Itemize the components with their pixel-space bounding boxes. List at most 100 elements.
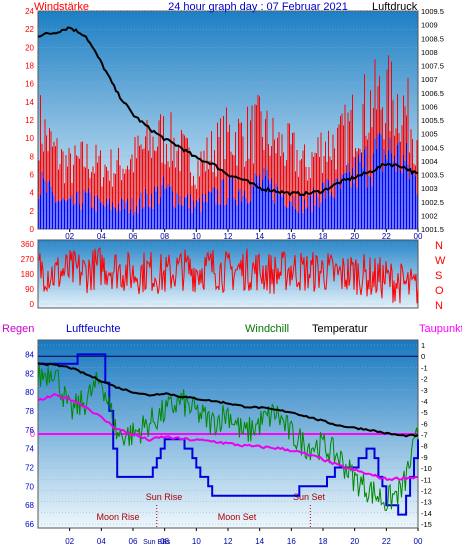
wind-tick-label: 10 — [25, 134, 34, 143]
temp-tick-label: -3 — [421, 386, 428, 395]
humidity-tick-label: 72 — [25, 463, 34, 472]
humidity-tick-label: 80 — [25, 388, 34, 397]
x-tick-label: 18 — [319, 537, 328, 546]
temp-tick-label: -5 — [421, 408, 428, 417]
x-tick-label: 12 — [224, 537, 233, 546]
humidity-tick-label: 68 — [25, 501, 34, 510]
temp-tick-label: -2 — [421, 375, 428, 384]
x-tick-label: 12 — [224, 232, 233, 241]
x-tick-label: 16 — [287, 537, 296, 546]
pressure-line — [37, 26, 419, 197]
pressure-axis-label: Luftdruck — [372, 1, 418, 13]
wind-tick-label: 22 — [25, 25, 34, 34]
x-tick-label: 16 — [287, 232, 296, 241]
pressure-tick-label: 1007.5 — [421, 62, 444, 71]
pressure-tick-label: 1007 — [421, 75, 438, 84]
annotation-sun-set: Sun Set — [293, 492, 326, 502]
direction-tick-label: 360 — [21, 240, 35, 249]
pressure-tick-label: 1005.5 — [421, 116, 444, 125]
pressure-tick-label: 1002.5 — [421, 198, 444, 207]
x-tick-label: 10 — [192, 537, 201, 546]
pressure-tick-label: 1004 — [421, 157, 438, 166]
legend-taupunkt: Taupunkt — [419, 323, 462, 335]
pressure-tick-label: 1008.5 — [421, 34, 444, 43]
direction-tick-label: 90 — [25, 285, 34, 294]
humidity-tick-label: 70 — [25, 482, 34, 491]
annotation-moon-rise: Moon Rise — [96, 512, 139, 522]
compass-label: N — [435, 300, 443, 312]
compass-label: N — [435, 240, 443, 252]
wind-tick-label: 18 — [25, 62, 34, 71]
wind-direction-line — [37, 247, 419, 304]
pressure-tick-label: 1009.5 — [421, 7, 444, 16]
compass-label: W — [435, 255, 446, 267]
annotation-sun-bbs: Sun BBs — [143, 539, 171, 546]
annotation-moon-set: Moon Set — [218, 512, 257, 522]
temp-tick-label: -8 — [421, 442, 428, 451]
wind-tick-label: 4 — [30, 189, 35, 198]
humidity-tick-label: 74 — [25, 445, 34, 454]
humidity-tick-label: 84 — [25, 350, 34, 359]
pressure-tick-label: 1002 — [421, 211, 438, 220]
wind-tick-label: 24 — [25, 7, 34, 16]
direction-tick-label: 0 — [30, 300, 35, 309]
chart-title: 24 hour graph day : 07 Februar 2021 — [168, 1, 348, 13]
x-tick-label: 02 — [65, 232, 74, 241]
legend-temperatur: Temperatur — [312, 323, 368, 335]
temp-tick-label: -11 — [421, 475, 431, 484]
x-tick-label: 10 — [192, 232, 201, 241]
wind-tick-label: 8 — [30, 152, 35, 161]
pressure-tick-label: 1003 — [421, 184, 438, 193]
annotation-sun-rise: Sun Rise — [146, 492, 183, 502]
temp-tick-label: 1 — [421, 341, 425, 350]
legend-regen: Regen — [2, 323, 34, 335]
pressure-tick-label: 1008 — [421, 48, 438, 57]
temp-tick-label: 0 — [421, 352, 425, 361]
pressure-tick-label: 1003.5 — [421, 171, 444, 180]
pressure-tick-label: 1006.5 — [421, 89, 444, 98]
wind-tick-label: 16 — [25, 80, 34, 89]
x-tick-label: 14 — [255, 537, 264, 546]
wind-tick-label: 2 — [30, 207, 35, 216]
rain-zero-label: 0 — [30, 429, 35, 439]
pressure-tick-label: 1004.5 — [421, 143, 444, 152]
x-tick-label: 18 — [319, 232, 328, 241]
x-tick-label: 08 — [160, 232, 169, 241]
wind-tick-label: 20 — [25, 43, 34, 52]
humidity-tick-label: 76 — [25, 426, 34, 435]
x-tick-label: 22 — [382, 232, 391, 241]
compass-label: O — [435, 285, 444, 297]
pressure-tick-label: 1009 — [421, 21, 438, 30]
legend-luftfeuchte: Luftfeuchte — [66, 323, 120, 335]
x-tick-label: 06 — [129, 537, 138, 546]
temp-tick-label: -12 — [421, 486, 432, 495]
x-tick-label: 04 — [97, 537, 106, 546]
legend-windchill: Windchill — [245, 323, 289, 335]
x-tick-label: 00 — [414, 232, 423, 241]
wind-tick-label: 0 — [30, 225, 35, 234]
x-tick-label: 14 — [255, 232, 264, 241]
temperature-line — [37, 362, 419, 438]
temp-tick-label: -14 — [421, 509, 432, 518]
humidity-tick-label: 66 — [25, 520, 34, 529]
temp-tick-label: -15 — [421, 520, 432, 529]
humidity-tick-label: 78 — [25, 407, 34, 416]
wind-tick-label: 14 — [25, 98, 34, 107]
temp-tick-label: -1 — [421, 363, 428, 372]
x-tick-label: 00 — [414, 537, 423, 546]
x-tick-label: 04 — [97, 232, 106, 241]
temp-tick-label: -4 — [421, 397, 428, 406]
x-tick-label: 06 — [129, 232, 138, 241]
x-tick-label: 20 — [350, 537, 359, 546]
temp-tick-label: -10 — [421, 464, 432, 473]
windchill-line — [37, 364, 419, 511]
temp-tick-label: -6 — [421, 419, 428, 428]
temp-tick-label: -9 — [421, 453, 428, 462]
temp-tick-label: -13 — [421, 498, 432, 507]
pressure-tick-label: 1001.5 — [421, 225, 444, 234]
humidity-tick-label: 82 — [25, 369, 34, 378]
temp-tick-label: -7 — [421, 431, 428, 440]
x-tick-label: 08 — [160, 537, 169, 546]
direction-tick-label: 270 — [21, 255, 35, 264]
